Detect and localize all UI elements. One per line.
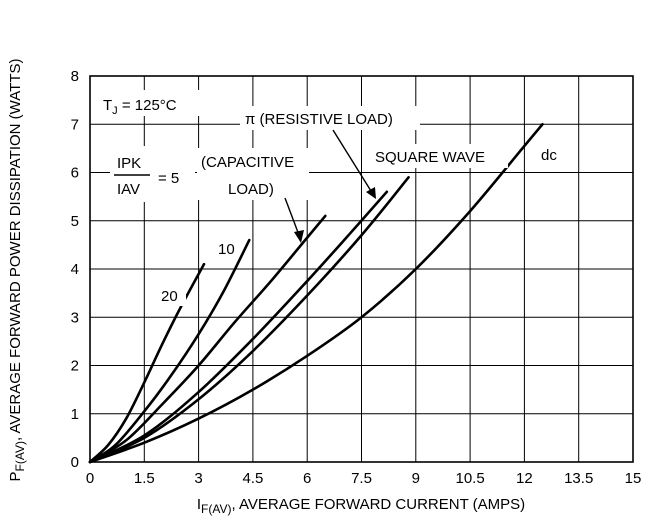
y-tick-label-1: 1 <box>71 406 79 423</box>
series-line-4 <box>88 176 410 464</box>
label-20: 20 <box>161 288 178 305</box>
ratio-denominator: IAV <box>117 181 140 198</box>
y-tick-label-6: 6 <box>71 165 79 182</box>
x-tick-label-4: 6 <box>303 470 311 487</box>
x-tick-label-8: 12 <box>516 470 533 487</box>
tj-annotation: TJ = 125°C <box>103 97 177 117</box>
y-tick-label-8: 8 <box>71 68 79 85</box>
y-axis-title: PF(AV), AVERAGE FORWARD POWER DISSIPATIO… <box>7 59 27 482</box>
square-wave-label: SQUARE WAVE <box>375 149 485 166</box>
y-tick-label-3: 3 <box>71 309 79 326</box>
resistive-load-label: π (RESISTIVE LOAD) <box>245 111 393 128</box>
y-tick-label-2: 2 <box>71 358 79 375</box>
x-tick-label-2: 3 <box>194 470 202 487</box>
series-line-0 <box>88 262 206 464</box>
y-tick-label-5: 5 <box>71 213 79 230</box>
plot-frame <box>89 75 634 463</box>
capacitive-label-line2: LOAD) <box>228 181 274 198</box>
ratio-numerator: IPK <box>117 155 141 172</box>
x-tick-label-9: 13.5 <box>564 470 593 487</box>
label-10: 10 <box>218 241 235 258</box>
leader-arrows <box>284 129 376 243</box>
x-tick-label-7: 10.5 <box>455 470 484 487</box>
x-tick-label-10: 15 <box>625 470 642 487</box>
y-tick-label-7: 7 <box>71 116 79 133</box>
dc-label: dc <box>541 147 557 164</box>
x-tick-label-3: 4.5 <box>242 470 263 487</box>
grid-lines <box>90 76 633 462</box>
series-line-5 <box>88 122 544 464</box>
x-axis-title: IF(AV), AVERAGE FORWARD CURRENT (AMPS) <box>197 496 525 516</box>
y-tick-label-4: 4 <box>71 261 79 278</box>
capacitive-arrow-line <box>284 197 300 236</box>
curves <box>88 122 544 464</box>
series-line-1 <box>88 238 251 464</box>
x-tick-label-6: 9 <box>412 470 420 487</box>
x-tick-label-1: 1.5 <box>134 470 155 487</box>
x-tick-label-5: 7.5 <box>351 470 372 487</box>
x-tick-label-0: 0 <box>86 470 94 487</box>
series-line-2 <box>88 214 327 464</box>
y-tick-label-0: 0 <box>71 454 79 471</box>
capacitive-label-line1: (CAPACITIVE <box>201 154 294 171</box>
resistive-arrowhead <box>366 187 376 199</box>
ratio-annotation: IPK IAV = 5 <box>114 155 179 198</box>
series-line-3 <box>88 190 389 464</box>
label-backgrounds <box>97 90 564 306</box>
capacitive-arrowhead <box>294 230 304 243</box>
resistive-arrow-line <box>332 129 372 192</box>
ratio-equals: = 5 <box>158 170 179 187</box>
